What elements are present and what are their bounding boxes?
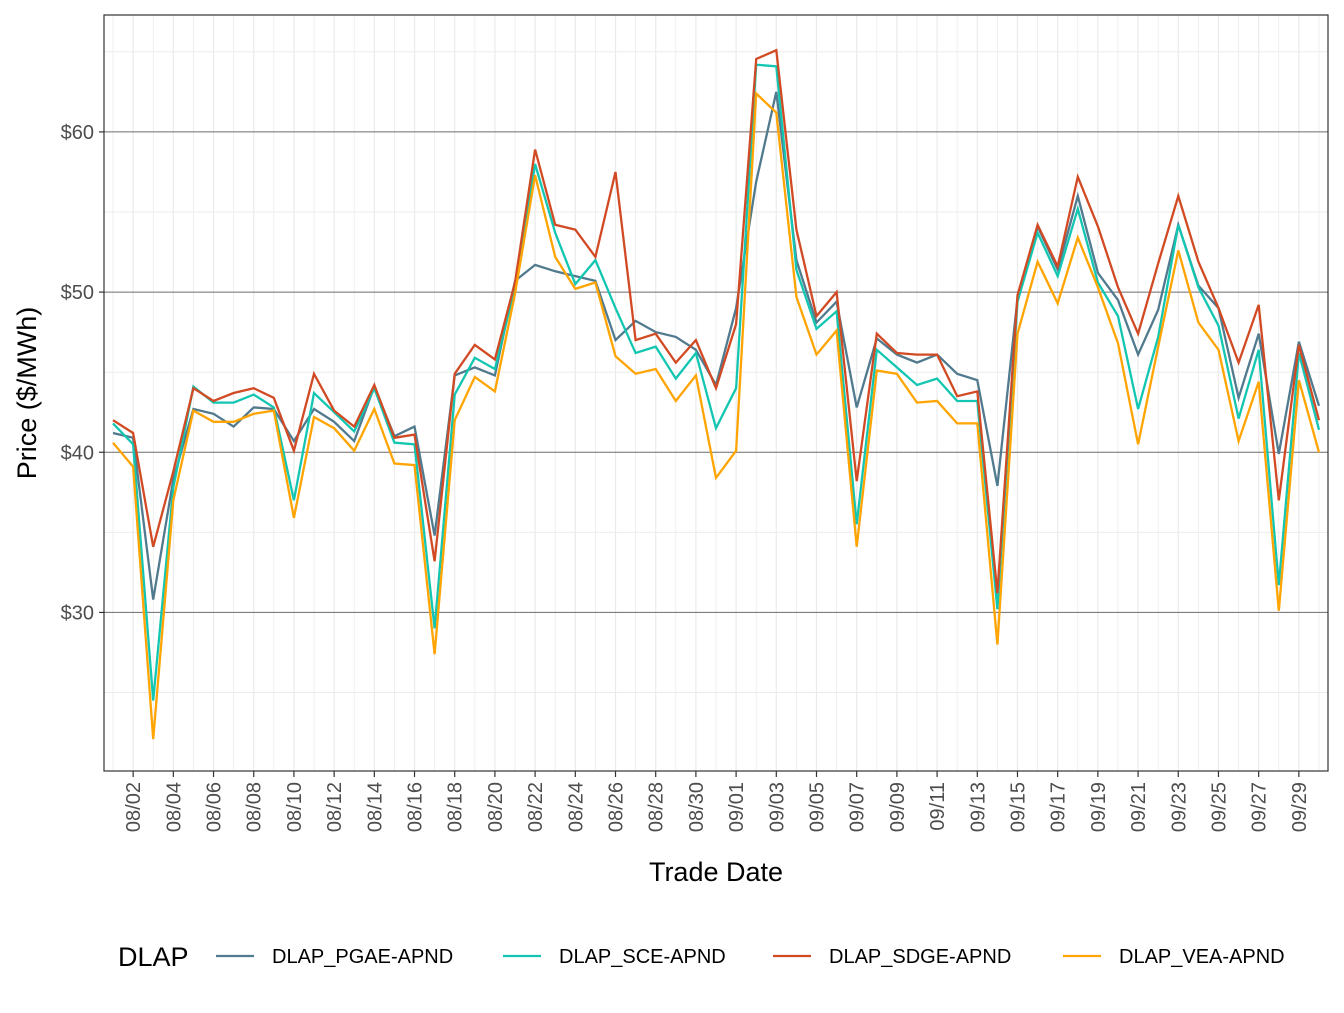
x-tick-label: 09/01: [726, 782, 748, 832]
x-tick-label: 09/05: [806, 782, 828, 832]
legend-label: DLAP_SCE-APND: [559, 946, 726, 968]
x-tick-label: 08/30: [686, 782, 708, 832]
x-tick-label: 09/19: [1088, 782, 1110, 832]
y-tick-label: $30: [61, 602, 94, 624]
x-tick-label: 08/12: [324, 782, 346, 832]
x-tick-label: 08/26: [606, 782, 628, 832]
x-tick-label: 09/11: [927, 782, 949, 831]
x-tick-label: 08/14: [364, 782, 386, 832]
x-tick-label: 08/10: [284, 782, 306, 832]
legend-label: DLAP_SDGE-APND: [829, 946, 1011, 968]
legend-label: DLAP_PGAE-APND: [272, 946, 453, 968]
x-axis-title: Trade Date: [649, 857, 783, 887]
x-tick-label: 08/04: [163, 782, 185, 832]
x-tick-label: 08/02: [123, 782, 145, 832]
x-tick-label: 09/07: [847, 782, 869, 832]
x-tick-label: 09/27: [1249, 782, 1271, 832]
y-tick-label: $40: [61, 442, 94, 464]
x-tick-label: 09/25: [1208, 782, 1230, 832]
x-tick-label: 08/28: [646, 782, 668, 832]
y-tick-label: $60: [61, 122, 94, 144]
x-tick-label: 09/17: [1048, 782, 1070, 832]
x-tick-label: 09/03: [766, 782, 788, 832]
x-tick-label: 09/29: [1289, 782, 1311, 832]
y-tick-label: $50: [61, 282, 94, 304]
legend-label: DLAP_VEA-APND: [1119, 946, 1285, 968]
x-tick-label: 08/24: [565, 782, 587, 832]
x-tick-label: 08/16: [405, 782, 427, 832]
x-tick-label: 09/09: [887, 782, 909, 832]
legend-title: DLAP: [118, 942, 189, 972]
x-tick-label: 09/23: [1168, 782, 1190, 832]
x-tick-label: 08/20: [485, 782, 507, 832]
x-tick-label: 09/13: [967, 782, 989, 832]
x-tick-label: 09/21: [1128, 782, 1150, 832]
x-tick-label: 08/08: [244, 782, 266, 832]
y-axis-title: Price ($/MWh): [12, 307, 42, 480]
x-tick-label: 08/06: [204, 782, 226, 832]
x-tick-label: 08/18: [445, 782, 467, 832]
x-tick-label: 09/15: [1007, 782, 1029, 832]
x-tick-label: 08/22: [525, 782, 547, 832]
